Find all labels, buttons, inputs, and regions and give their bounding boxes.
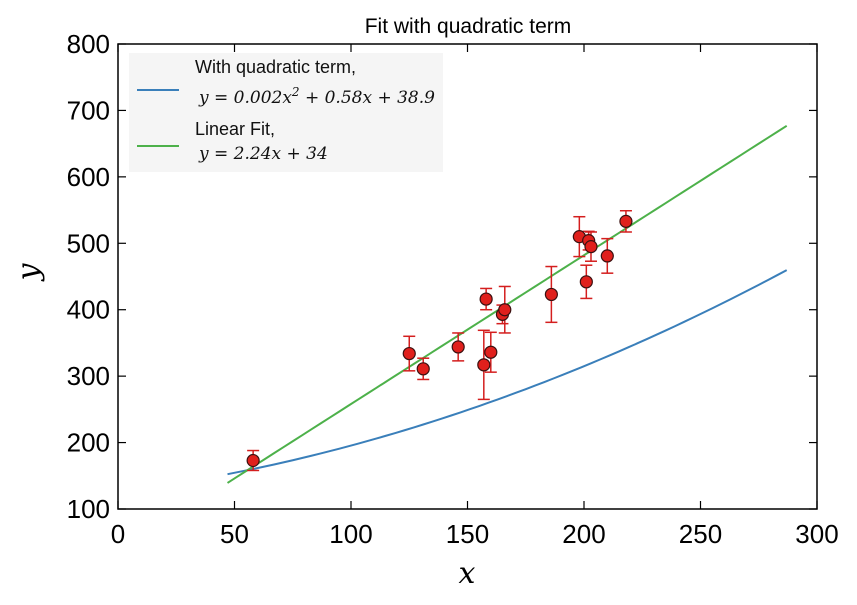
legend-equation-linear: y = 2.24x + 34 [198,144,328,164]
data-point [477,358,491,372]
data-point [479,292,493,306]
y-tick-label: 100 [67,494,110,524]
y-tick-label: 700 [67,95,110,125]
x-tick-label: 300 [795,519,838,549]
data-point [484,345,498,359]
legend-equation-quadratic: y = 0.002x2 + 0.58x + 38.9 [198,85,435,108]
y-tick-label: 400 [67,295,110,325]
x-tick-label: 200 [562,519,605,549]
data-point [402,346,416,361]
data-point [544,287,558,302]
chart-title: Fit with quadratic term [365,15,572,38]
x-axis-ticks: 0 50 100 150 200 250 300 [111,44,839,549]
x-tick-label: 0 [111,519,125,549]
data-point [584,240,598,254]
legend: With quadratic term, y = 0.002x2 + 0.58x… [129,53,443,172]
data-points [246,214,633,468]
x-tick-label: 50 [220,519,249,549]
x-tick-label: 100 [329,519,372,549]
data-point [416,362,430,376]
y-tick-label: 200 [67,428,110,458]
data-point [246,453,260,468]
y-axis-label: y [11,262,46,282]
y-tick-label: 600 [67,162,110,192]
quadratic-fit-line [227,269,788,476]
legend-box [129,53,443,172]
legend-label-linear: Linear Fit, [195,119,275,139]
x-tick-label: 250 [679,519,722,549]
data-point [619,214,633,228]
legend-label-quadratic: With quadratic term, [195,57,356,77]
y-tick-label: 800 [67,29,110,59]
data-point [498,303,512,317]
y-tick-label: 300 [67,361,110,391]
data-point [600,249,614,263]
data-point [579,275,593,289]
y-tick-label: 500 [67,228,110,258]
data-point [451,340,465,354]
y-axis-ticks: 100 200 300 400 500 600 700 800 [67,29,817,524]
x-axis-label: x [459,556,476,591]
x-tick-label: 150 [446,519,489,549]
